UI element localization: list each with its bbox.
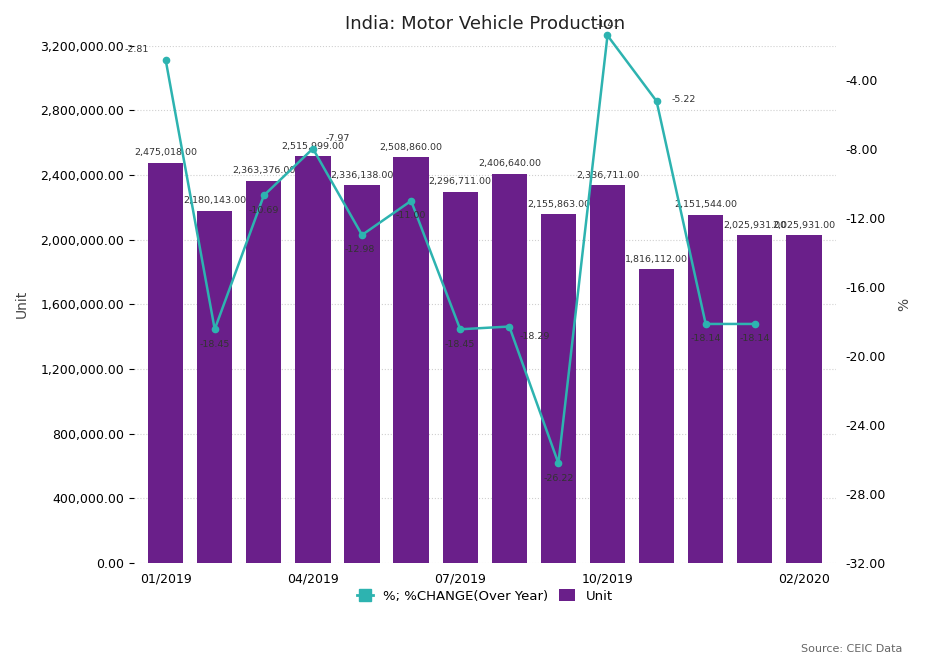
Text: 2,025,931.00: 2,025,931.00 [723, 221, 786, 230]
Text: Source: CEIC Data: Source: CEIC Data [802, 644, 903, 654]
Bar [492, 174, 527, 563]
Bar [197, 211, 232, 563]
Text: 2,025,931.00: 2,025,931.00 [772, 221, 835, 230]
Text: 2,406,640.00: 2,406,640.00 [478, 160, 541, 168]
Text: 2,336,711.00: 2,336,711.00 [576, 171, 639, 179]
Y-axis label: Unit: Unit [15, 290, 29, 318]
Text: -18.29: -18.29 [519, 332, 549, 341]
Text: -18.45: -18.45 [199, 340, 230, 349]
Text: -10.69: -10.69 [248, 206, 279, 215]
Bar [737, 236, 772, 563]
Text: 2,336,138.00: 2,336,138.00 [331, 171, 394, 179]
Bar [541, 214, 576, 563]
Bar [688, 215, 723, 563]
Text: -18.14: -18.14 [740, 334, 770, 344]
Bar [295, 156, 331, 563]
Text: -11.00: -11.00 [396, 211, 426, 220]
Text: -1.41: -1.41 [595, 20, 619, 28]
Text: 2,155,863.00: 2,155,863.00 [527, 200, 590, 209]
Text: -18.14: -18.14 [691, 334, 720, 344]
Text: -2.81: -2.81 [124, 46, 148, 54]
Text: -26.22: -26.22 [544, 473, 573, 483]
Text: 2,151,544.00: 2,151,544.00 [674, 201, 737, 209]
Bar [246, 181, 282, 563]
Text: 2,508,860.00: 2,508,860.00 [380, 143, 443, 152]
Text: -7.97: -7.97 [325, 134, 349, 144]
Text: 2,296,711.00: 2,296,711.00 [429, 177, 492, 186]
Text: 2,180,143.00: 2,180,143.00 [183, 196, 246, 205]
Bar [786, 236, 821, 563]
Text: 2,515,999.00: 2,515,999.00 [282, 142, 344, 150]
Text: -18.45: -18.45 [445, 340, 475, 349]
Bar [394, 158, 429, 563]
Text: -12.98: -12.98 [344, 246, 375, 254]
Bar [443, 192, 478, 563]
Text: 1,816,112.00: 1,816,112.00 [625, 255, 688, 263]
Legend: %; %CHANGE(Over Year), Unit: %; %CHANGE(Over Year), Unit [352, 584, 618, 608]
Title: India: Motor Vehicle Production: India: Motor Vehicle Production [344, 15, 625, 33]
Text: 2,475,018.00: 2,475,018.00 [134, 148, 197, 157]
Text: 2,363,376.00: 2,363,376.00 [232, 166, 295, 175]
Bar [344, 185, 380, 563]
Bar [639, 269, 674, 563]
Text: -5.22: -5.22 [671, 95, 695, 104]
Y-axis label: %: % [897, 298, 911, 311]
Bar [148, 163, 183, 563]
Bar [590, 185, 625, 563]
